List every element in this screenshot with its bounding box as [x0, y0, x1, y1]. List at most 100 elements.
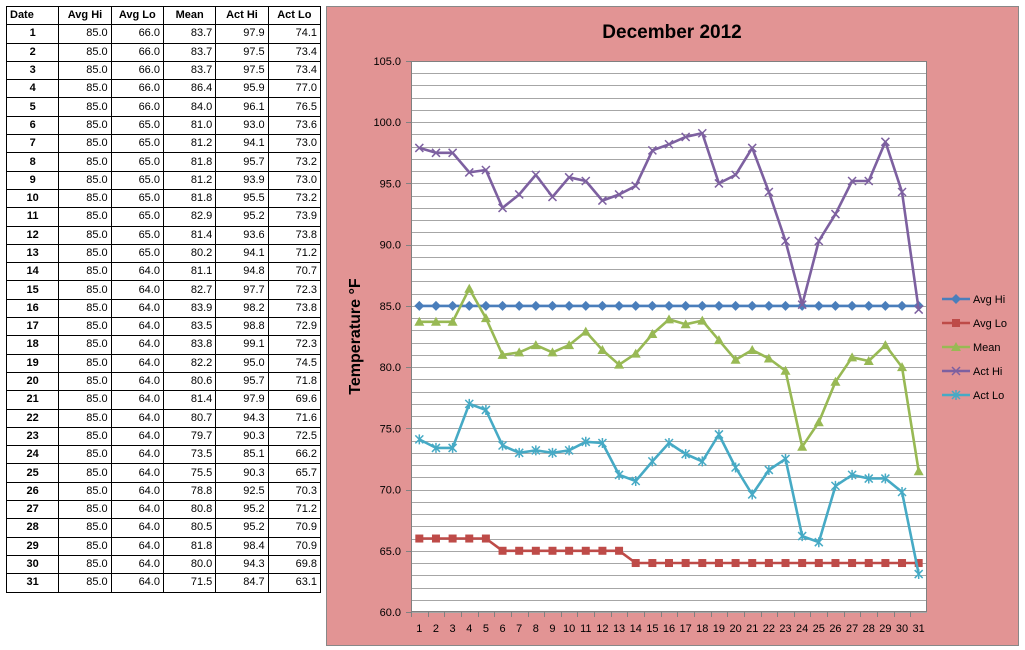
x-tick-label: 8 [533, 623, 539, 635]
value-cell: 85.0 [58, 335, 112, 355]
value-cell: 65.0 [110, 225, 164, 245]
data-point [747, 300, 758, 311]
data-point [565, 546, 574, 555]
data-point [514, 447, 524, 458]
chart-area: December 2012 60.0 65.0 70.0 75.0 80.0 85.0 90.… [326, 6, 1019, 646]
data-point [430, 300, 441, 311]
plot-area [411, 61, 927, 612]
value-cell: 85.0 [58, 408, 112, 428]
date-cell: 19 [5, 353, 60, 373]
legend-item: Act Lo [942, 390, 1004, 402]
value-cell: 97.9 [215, 390, 269, 410]
date-cell: 9 [5, 170, 60, 190]
data-point [498, 546, 507, 555]
data-point [580, 326, 591, 336]
data-point [614, 300, 625, 311]
value-cell: 65.0 [110, 170, 164, 190]
value-cell: 72.3 [267, 335, 322, 355]
date-cell: 11 [5, 207, 60, 227]
data-point [647, 329, 658, 339]
temperature-line-chart: December 2012 60.0 65.0 70.0 75.0 80.0 85.0 90.… [326, 6, 1019, 646]
value-cell: 64.0 [110, 445, 164, 465]
x-tick-label: 23 [779, 623, 791, 635]
value-cell: 83.7 [162, 60, 217, 81]
data-point [480, 313, 491, 323]
value-cell: 95.0 [215, 353, 269, 373]
data-point [481, 404, 491, 415]
table-row: 21 85.0 64.0 81.4 97.9 69.6 [5, 390, 322, 410]
date-cell: 29 [5, 536, 60, 556]
date-cell: 20 [5, 371, 60, 392]
data-point [614, 359, 625, 369]
data-point [430, 316, 441, 326]
data-point [530, 300, 541, 311]
data-point [798, 559, 807, 568]
data-point [830, 376, 841, 386]
value-cell: 95.2 [215, 207, 269, 227]
data-point [498, 440, 508, 451]
table-row: 29 85.0 64.0 81.8 98.4 70.9 [5, 536, 322, 556]
series-act-lo [414, 398, 924, 580]
data-point [914, 569, 924, 580]
x-tick-label: 1 [416, 623, 422, 635]
data-point [814, 537, 824, 548]
data-point [897, 300, 908, 311]
value-cell: 73.8 [267, 225, 322, 245]
value-cell: 76.5 [267, 97, 322, 117]
data-point [564, 300, 575, 311]
value-cell: 73.6 [267, 115, 322, 136]
date-cell: 14 [5, 262, 60, 282]
date-cell: 8 [5, 152, 60, 172]
x-tick-label: 13 [613, 623, 625, 635]
data-point [697, 315, 708, 325]
x-tick-label: 18 [696, 623, 708, 635]
table-row: 25 85.0 64.0 75.5 90.3 65.7 [5, 463, 322, 483]
data-point [780, 236, 791, 246]
value-cell: 81.8 [162, 152, 217, 172]
value-cell: 96.1 [215, 97, 269, 117]
x-axis: 1 2 3 4 5 6 7 8 9 10 11 12 13 14 15 16 17 18 19 20 21 22 23 24 2… [411, 612, 925, 635]
value-cell: 80.0 [162, 554, 217, 575]
table-row: 15 85.0 64.0 82.7 97.7 72.3 [5, 280, 322, 300]
data-point [447, 316, 458, 326]
table-row: 10 85.0 65.0 81.8 95.5 73.2 [5, 188, 322, 209]
data-point [713, 335, 724, 345]
data-point [531, 546, 540, 555]
value-cell: 71.8 [267, 371, 322, 392]
value-cell: 81.4 [162, 390, 217, 410]
data-point [731, 559, 740, 568]
value-cell: 94.1 [215, 243, 269, 264]
x-tick-label: 24 [796, 623, 808, 635]
table-row: 13 85.0 65.0 80.2 94.1 71.2 [5, 243, 322, 264]
table-body: 1 85.0 66.0 83.7 97.9 74.1 2 85.0 66.0 83.7 97.5 73… [5, 24, 322, 593]
value-cell: 97.5 [215, 60, 269, 81]
data-point [714, 559, 723, 568]
date-cell: 17 [5, 317, 60, 337]
value-cell: 64.0 [110, 536, 164, 556]
value-cell: 64.0 [110, 317, 164, 337]
y-tick-label: 100.0 [373, 117, 401, 129]
date-cell: 23 [5, 426, 60, 447]
data-point [581, 176, 591, 186]
date-cell: 21 [5, 390, 60, 410]
data-point [880, 340, 891, 350]
y-tick-label: 95.0 [380, 178, 401, 190]
data-point [414, 300, 425, 311]
value-cell: 93.6 [215, 225, 269, 245]
value-cell: 64.0 [110, 262, 164, 282]
legend-marker [952, 319, 960, 327]
data-point [880, 137, 890, 147]
value-cell: 97.7 [215, 280, 269, 300]
value-cell: 85.0 [58, 170, 112, 190]
table-row: 7 85.0 65.0 81.2 94.1 73.0 [5, 134, 322, 154]
value-cell: 73.0 [267, 134, 322, 154]
x-tick-label: 7 [516, 623, 522, 635]
value-cell: 95.2 [215, 518, 269, 538]
data-point [797, 531, 807, 542]
value-cell: 85.0 [58, 280, 112, 300]
data-point [497, 300, 508, 311]
x-tick-label: 16 [663, 623, 675, 635]
data-point [780, 365, 791, 375]
data-point [414, 143, 424, 153]
data-point [597, 300, 608, 311]
